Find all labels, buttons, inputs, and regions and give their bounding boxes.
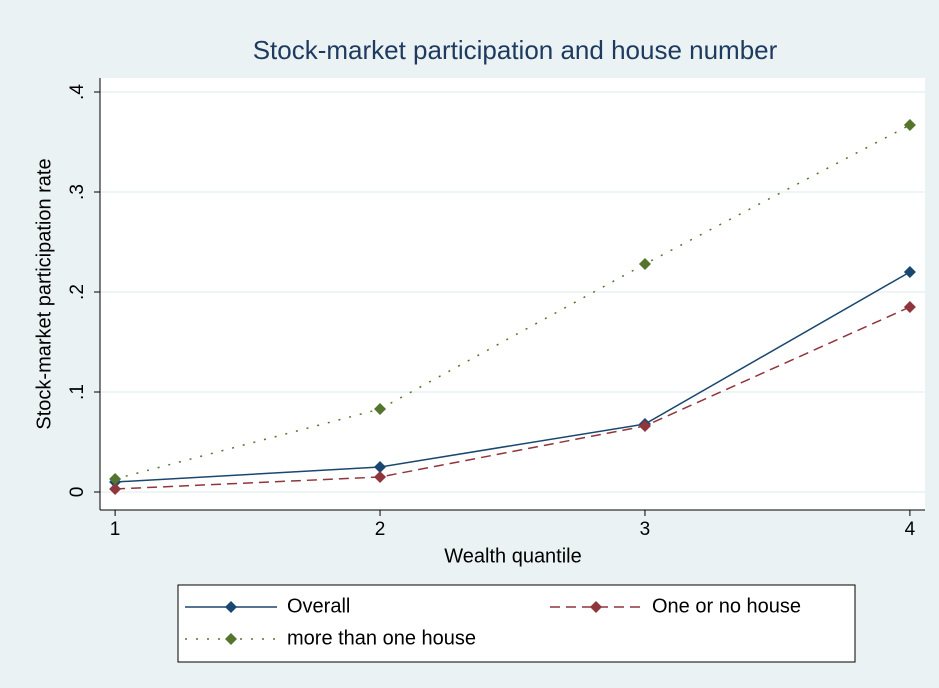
point [109,473,122,485]
point [903,301,916,313]
legend-label: more than one house [287,627,476,649]
point [374,471,387,483]
legend-marker [225,633,237,645]
point [374,403,387,415]
point [109,483,122,495]
x-tick-label: 4 [905,519,916,540]
legend-label: One or no house [652,595,801,617]
point [638,420,651,432]
legend-marker [590,601,602,613]
x-tick-label: 2 [375,519,386,540]
y-tick-label: .2 [67,284,88,300]
point [903,266,916,278]
x-tick-label: 3 [640,519,651,540]
y-tick-label: .4 [67,84,88,100]
legend-label: Overall [287,595,350,617]
point [903,119,916,131]
legend-marker [225,601,237,613]
x-axis-label: Wealth quantile [444,545,582,567]
y-tick-label: 0 [67,487,88,498]
legend-box [177,584,856,663]
y-axis-label: Stock-market participation rate [33,158,55,429]
y-tick-label: .1 [67,384,88,400]
series-line [115,271,911,483]
point [374,461,387,473]
point [638,258,651,270]
chart-title: Stock-market participation and house num… [253,35,778,65]
plot-area [100,78,925,510]
y-tick-label: .3 [67,184,88,200]
x-tick-label: 1 [110,519,121,540]
series-line [115,306,911,490]
